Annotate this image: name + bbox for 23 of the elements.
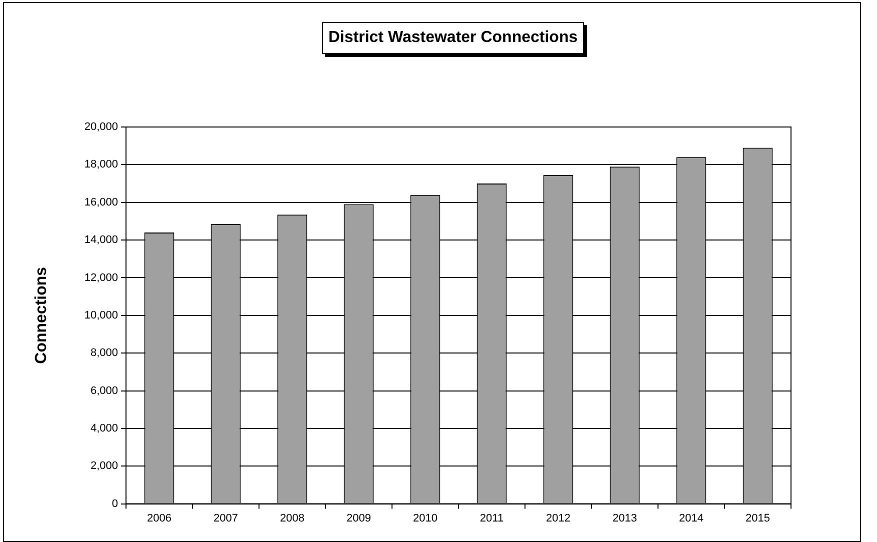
y-tick-label: 0 bbox=[112, 498, 118, 510]
x-tick-label: 2010 bbox=[413, 512, 438, 524]
y-tick-label: 4,000 bbox=[90, 422, 118, 434]
y-tick-label: 10,000 bbox=[84, 309, 118, 322]
y-tick-label: 18,000 bbox=[84, 158, 118, 171]
y-tick-label: 2,000 bbox=[90, 460, 118, 472]
x-tick-label: 2014 bbox=[679, 512, 704, 524]
x-tick-label: 2009 bbox=[346, 512, 371, 524]
y-tick-label: 8,000 bbox=[90, 347, 118, 360]
y-tick-label: 12,000 bbox=[84, 272, 118, 284]
x-tick-label: 2012 bbox=[546, 512, 570, 524]
y-tick-label: 14,000 bbox=[84, 234, 118, 246]
y-axis-title: Connections bbox=[33, 266, 50, 364]
y-tick-label: 6,000 bbox=[90, 384, 118, 397]
x-tick-label: 2007 bbox=[214, 512, 238, 524]
x-tick-label: 2008 bbox=[280, 512, 304, 524]
x-tick-label: 2006 bbox=[147, 512, 172, 524]
y-tick-label: 20,000 bbox=[84, 121, 118, 134]
x-tick-label: 2013 bbox=[612, 512, 637, 524]
x-tick-label: 2015 bbox=[746, 512, 770, 524]
x-tick-label: 2011 bbox=[480, 512, 504, 524]
chart-title: District Wastewater Connections bbox=[322, 22, 584, 54]
y-tick-label: 16,000 bbox=[84, 196, 118, 208]
